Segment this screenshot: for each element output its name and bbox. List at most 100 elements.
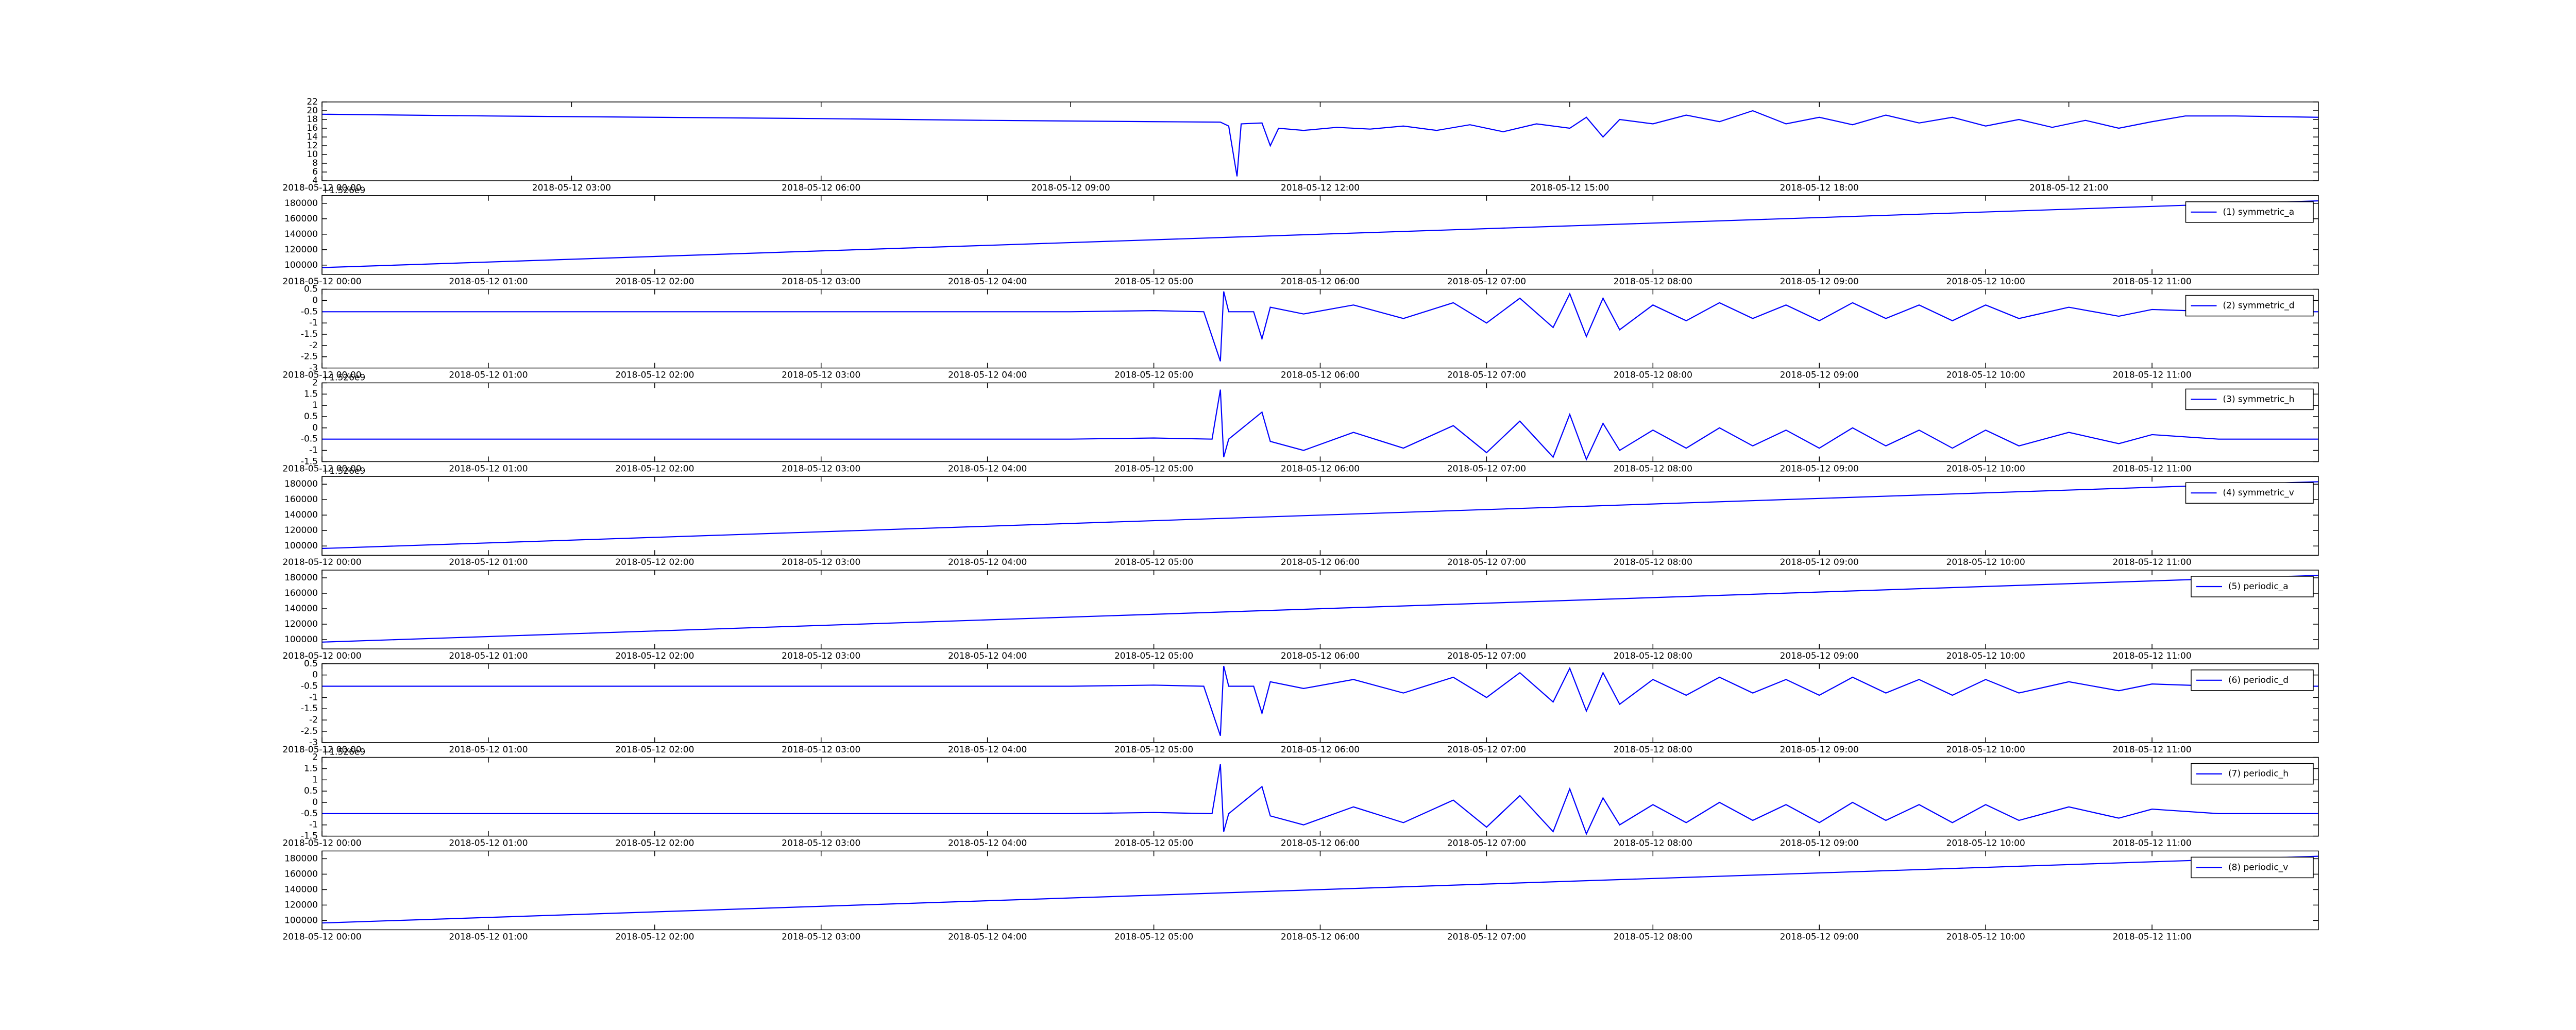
- x-tick-label: 2018-05-12 06:00: [1281, 277, 1360, 287]
- x-tick-label: 2018-05-12 04:00: [948, 557, 1027, 568]
- plot-area: [322, 570, 2318, 649]
- axes-frame: [321, 663, 2319, 743]
- y-tick-label: 18: [307, 114, 318, 125]
- x-tick-label: 2018-05-12 06:00: [1281, 651, 1360, 661]
- x-tick-label: 2018-05-12 10:00: [1946, 370, 2025, 381]
- x-tick-label: 2018-05-12 01:00: [449, 838, 528, 849]
- x-tick-label: 2018-05-12 11:00: [2112, 277, 2191, 287]
- y-tick-label: 1: [312, 775, 318, 785]
- y-tick-label: -2: [309, 715, 318, 725]
- plot-area: [322, 102, 2318, 181]
- x-tick-label: 2018-05-12 09:00: [1780, 651, 1859, 661]
- legend: (8) periodic_v: [2191, 856, 2314, 879]
- x-tick-label: 2018-05-12 05:00: [1114, 370, 1193, 381]
- x-tick-label: 2018-05-12 12:00: [1281, 183, 1360, 193]
- data-line: [322, 764, 2318, 836]
- axes-frame: [321, 570, 2319, 649]
- x-tick-label: 2018-05-12 04:00: [948, 838, 1027, 849]
- y-tick-label: 1.5: [304, 389, 318, 399]
- data-line: [322, 665, 2318, 736]
- x-tick-label: 2018-05-12 01:00: [449, 651, 528, 661]
- x-tick-label: 2018-05-12 09:00: [1780, 277, 1859, 287]
- y-tick-label: 0.5: [304, 284, 318, 295]
- x-tick-label: 2018-05-12 09:00: [1780, 370, 1859, 381]
- legend: (4) symmetric_v: [2185, 482, 2314, 504]
- x-tick-label: 2018-05-12 03:00: [782, 745, 860, 755]
- subplot: 2018-05-12 00:00 2018-05-12 01:00 2018-05-…: [282, 659, 2319, 755]
- x-tick-label: 2018-05-12 03:00: [782, 838, 860, 849]
- legend: (6) periodic_d: [2191, 670, 2314, 691]
- y-tick-label: 0: [312, 670, 318, 680]
- x-tick-label: 2018-05-12 02:00: [615, 651, 694, 661]
- x-tick-label: 2018-05-12 08:00: [1614, 651, 1692, 661]
- legend: (5) periodic_a: [2191, 576, 2314, 597]
- x-tick-label: 2018-05-12 11:00: [2112, 651, 2191, 661]
- x-tick-label: 2018-05-12 07:00: [1447, 838, 1526, 849]
- y-tick-label: -2: [309, 340, 318, 351]
- y-tick-label: 100000: [284, 915, 318, 925]
- x-tick-label: 2018-05-12 03:00: [782, 932, 860, 942]
- y-tick-label: -0.5: [301, 809, 318, 819]
- y-tick-label: 12: [307, 141, 318, 151]
- x-tick-label: 2018-05-12 01:00: [449, 464, 528, 474]
- x-tick-label: 2018-05-12 09:00: [1780, 838, 1859, 849]
- x-tick-label: 2018-05-12 00:00: [282, 183, 361, 193]
- y-tick-label: 4: [312, 176, 318, 186]
- x-tick-label: 2018-05-12 18:00: [1780, 183, 1859, 193]
- x-tick-label: 2018-05-12 10:00: [1946, 557, 2025, 568]
- x-tick-label: 2018-05-12 07:00: [1447, 651, 1526, 661]
- x-tick-label: 2018-05-12 08:00: [1614, 838, 1692, 849]
- y-tick-label: 0: [312, 423, 318, 433]
- x-tick-label: 2018-05-12 08:00: [1614, 464, 1692, 474]
- x-tick-label: 2018-05-12 11:00: [2112, 370, 2191, 381]
- offset-label: +1.526e9: [322, 372, 365, 383]
- legend-label: (1) symmetric_a: [2223, 207, 2295, 217]
- subplot: 2018-05-12 00:00 2018-05-12 01:00 2018-05-…: [282, 570, 2319, 661]
- x-tick-label: 2018-05-12 05:00: [1114, 838, 1193, 849]
- x-tick-label: 2018-05-12 08:00: [1614, 932, 1692, 942]
- x-tick-label: 2018-05-12 07:00: [1447, 557, 1526, 568]
- x-tick-label: 2018-05-12 03:00: [782, 651, 860, 661]
- x-tick-label: 2018-05-12 10:00: [1946, 464, 2025, 474]
- legend: (7) periodic_h: [2191, 763, 2314, 785]
- data-line: [322, 291, 2318, 362]
- x-tick-label: 2018-05-12 11:00: [2112, 557, 2191, 568]
- subplot: 2018-05-12 00:00 2018-05-12 03:00 2018-05-…: [282, 97, 2319, 193]
- x-tick-label: 2018-05-12 07:00: [1447, 277, 1526, 287]
- data-line: [322, 110, 2318, 177]
- x-tick-label: 2018-05-12 10:00: [1946, 745, 2025, 755]
- x-tick-label: 2018-05-12 05:00: [1114, 745, 1193, 755]
- x-tick-label: 2018-05-12 05:00: [1114, 932, 1193, 942]
- x-tick-label: 2018-05-12 02:00: [615, 838, 694, 849]
- x-tick-label: 2018-05-12 06:00: [1281, 745, 1360, 755]
- y-tick-label: 2: [312, 752, 318, 763]
- x-tick-label: 2018-05-12 09:00: [1780, 745, 1859, 755]
- y-tick-label: -0.5: [301, 306, 318, 317]
- x-tick-label: 2018-05-12 04:00: [948, 651, 1027, 661]
- legend: (3) symmetric_h: [2185, 388, 2314, 410]
- y-tick-label: 0.5: [304, 411, 318, 422]
- x-tick-label: 2018-05-12 07:00: [1447, 745, 1526, 755]
- y-tick-label: 120000: [284, 245, 318, 255]
- legend-label: (4) symmetric_v: [2223, 488, 2294, 498]
- x-tick-label: 2018-05-12 01:00: [449, 557, 528, 568]
- y-tick-label: 8: [312, 158, 318, 168]
- x-tick-label: 2018-05-12 15:00: [1530, 183, 1609, 193]
- y-tick-label: 160000: [284, 214, 318, 224]
- x-tick-label: 2018-05-12 02:00: [615, 745, 694, 755]
- y-tick-label: -0.5: [301, 681, 318, 692]
- x-tick-label: 2018-05-12 05:00: [1114, 464, 1193, 474]
- x-tick-label: 2018-05-12 00:00: [282, 277, 361, 287]
- y-tick-label: 16: [307, 123, 318, 133]
- x-tick-label: 2018-05-12 05:00: [1114, 651, 1193, 661]
- y-tick-label: -1.5: [301, 831, 318, 842]
- x-tick-label: 2018-05-12 04:00: [948, 932, 1027, 942]
- x-tick-label: 2018-05-12 09:00: [1780, 464, 1859, 474]
- y-tick-label: -1.5: [301, 456, 318, 467]
- y-tick-label: -0.5: [301, 434, 318, 444]
- x-tick-label: 2018-05-12 02:00: [615, 932, 694, 942]
- y-tick-label: 180000: [284, 198, 318, 209]
- x-tick-label: 2018-05-12 04:00: [948, 745, 1027, 755]
- x-tick-label: 2018-05-12 11:00: [2112, 745, 2191, 755]
- y-tick-label: 120000: [284, 619, 318, 629]
